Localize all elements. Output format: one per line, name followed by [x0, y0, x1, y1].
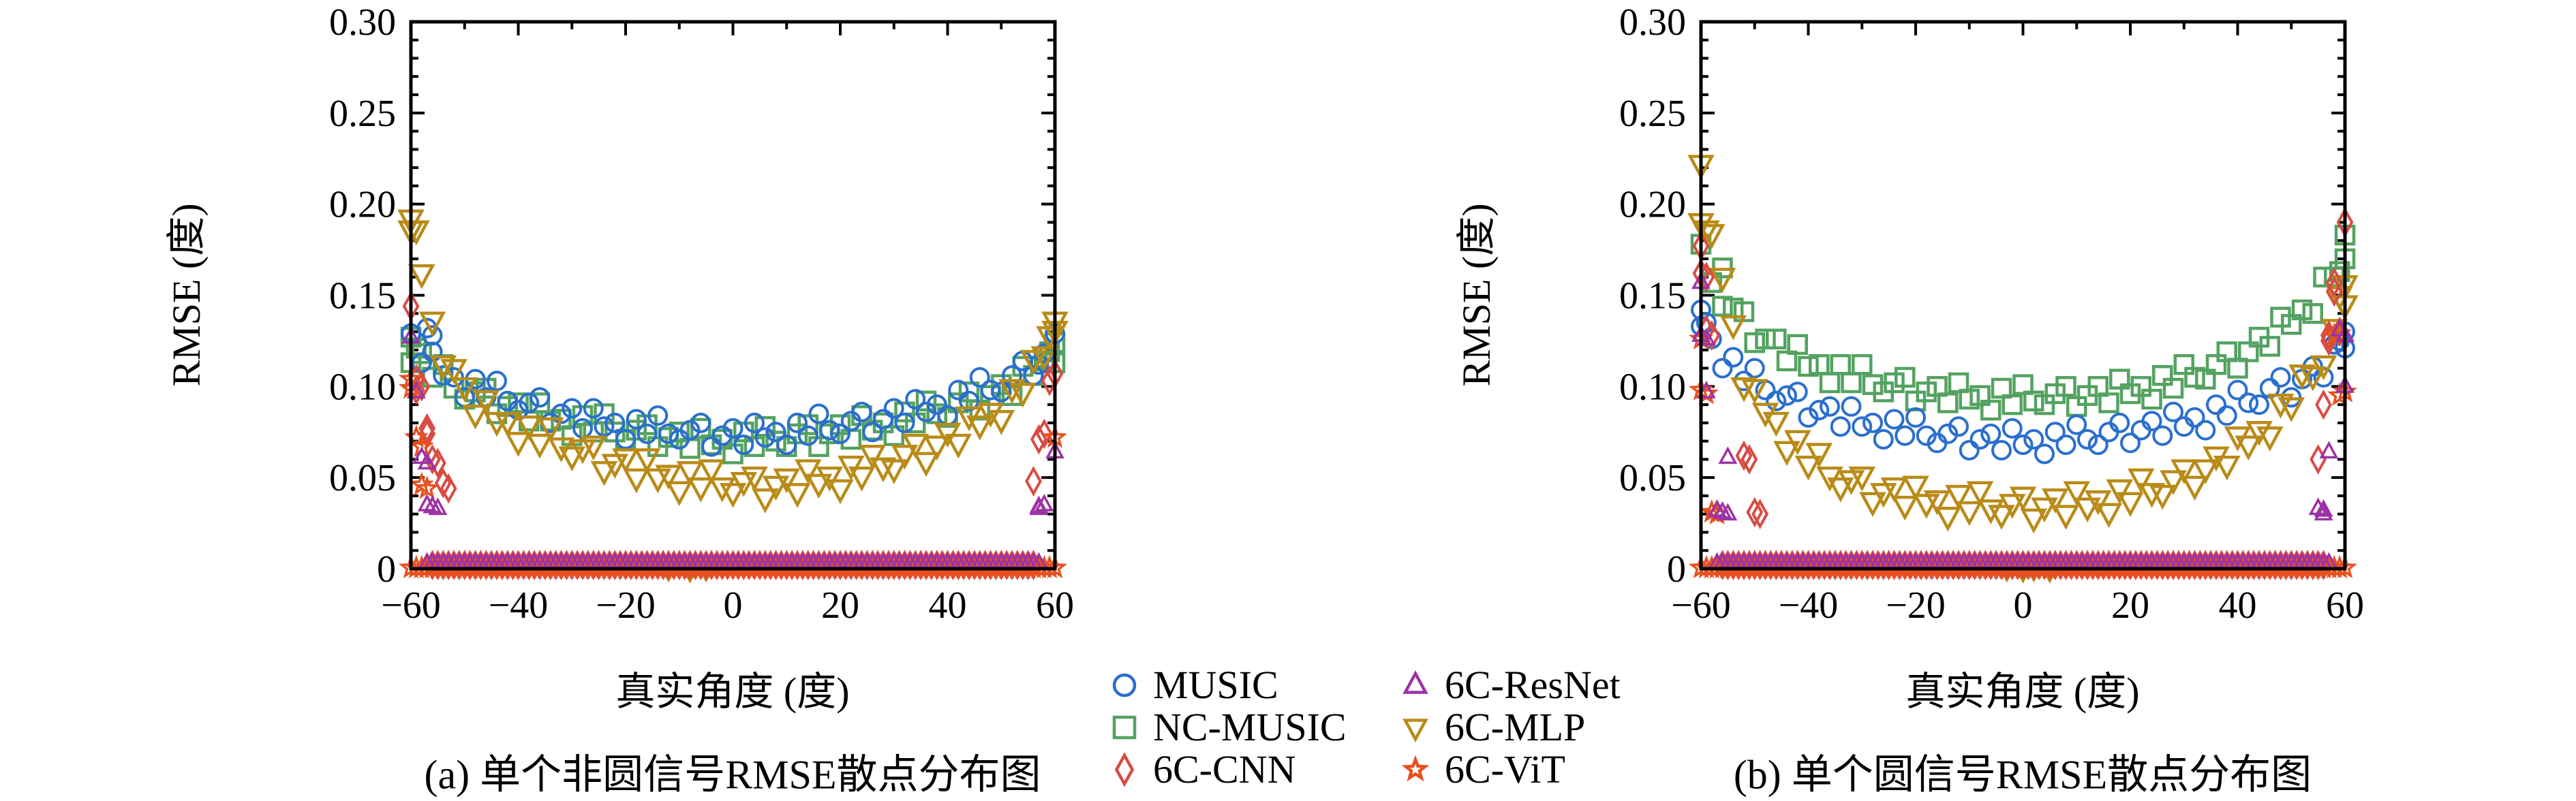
- y-tick-label: 0.30: [1619, 1, 1686, 44]
- tick-labels-b: −60 −40 −20 0 20 40 60 0 0.05 0.10 0.15 0.20 0.25 0.3…: [1619, 1, 2364, 627]
- legend-label-6c-resnet: 6C-ResNet: [1445, 663, 1621, 707]
- y-tick-label: 0.15: [329, 275, 396, 317]
- y-tick-label: 0: [1667, 548, 1686, 591]
- legend-label-6c-vit: 6C-ViT: [1445, 747, 1565, 791]
- x-tick-label: 60: [2326, 584, 2364, 627]
- x-axis-label-a: 真实角度 (度): [615, 670, 850, 714]
- legend-label-6c-cnn: 6C-CNN: [1153, 747, 1296, 791]
- y-tick-label: 0.05: [1619, 457, 1686, 499]
- axis-ticks-a: [410, 20, 1056, 570]
- y-axis-label-a: RMSE (度): [164, 203, 209, 387]
- legend-marker-6C-MLP: [1402, 719, 1428, 743]
- x-tick-label: 0: [2014, 584, 2033, 627]
- series-NC-MUSIC-b: [1690, 224, 2356, 421]
- legend-marker-NC-MUSIC: [1112, 715, 1137, 740]
- legend-marker-6C-CNN: [1114, 752, 1135, 787]
- x-tick-label: −40: [1779, 584, 1839, 627]
- legend-label-music: MUSIC: [1153, 663, 1278, 707]
- x-tick-label: −60: [381, 584, 441, 627]
- x-tick-label: 20: [821, 584, 859, 627]
- y-tick-label: 0: [377, 548, 396, 591]
- plot-b: −60 −40 −20 0 20 40 60 0 0.05 0.10 0.15 0.20 0.25 0.3…: [1619, 1, 2364, 627]
- y-tick-label: 0.20: [1619, 184, 1686, 226]
- x-tick-label: −20: [1886, 584, 1946, 627]
- x-tick-label: 40: [929, 584, 967, 627]
- x-tick-label: −40: [489, 584, 549, 627]
- legend-marker-MUSIC: [1112, 673, 1137, 697]
- y-tick-label: 0.10: [329, 366, 396, 408]
- y-tick-label: 0.15: [1619, 275, 1686, 317]
- legend-marker-6C-ViT: [1401, 755, 1430, 782]
- legend-label-nc-music: NC-MUSIC: [1153, 705, 1347, 749]
- caption-b: (b) 单个圆信号RMSE散点分布图: [1733, 752, 2312, 798]
- y-tick-label: 0.20: [329, 184, 396, 226]
- legend-markers: [1112, 670, 1430, 787]
- x-tick-label: −60: [1671, 584, 1731, 627]
- y-tick-label: 0.30: [329, 1, 396, 44]
- y-tick-label: 0.25: [329, 93, 396, 135]
- series-MUSIC-b: [1691, 299, 2355, 465]
- y-tick-label: 0.10: [1619, 366, 1686, 408]
- legend-label-6c-mlp: 6C-MLP: [1445, 705, 1586, 749]
- y-tick-label: 0.05: [329, 457, 396, 499]
- tick-labels-a: −60 −40 −20 0 20 40 60 0 0.05 0.10 0.15 0.20 0.25 0.3…: [329, 1, 1074, 627]
- caption-a: (a) 单个非圆信号RMSE散点分布图: [424, 752, 1041, 798]
- plot-a: −60 −40 −20 0 20 40 60 0 0.05 0.10 0.15 0.20 0.25 0.3…: [329, 1, 1074, 627]
- legend-marker-6C-ResNet: [1402, 670, 1428, 694]
- x-tick-label: 60: [1036, 584, 1074, 627]
- x-tick-label: 40: [2219, 584, 2257, 627]
- plot-border-b: [1699, 20, 2347, 571]
- plot-border-a: [409, 20, 1057, 571]
- x-tick-label: 20: [2111, 584, 2149, 627]
- series-MUSIC-a: [401, 317, 1065, 457]
- x-tick-label: 0: [724, 584, 743, 627]
- y-axis-label-b: RMSE (度): [1454, 203, 1499, 387]
- y-tick-label: 0.25: [1619, 93, 1686, 135]
- x-tick-label: −20: [596, 584, 656, 627]
- x-axis-label-b: 真实角度 (度): [1905, 670, 2140, 714]
